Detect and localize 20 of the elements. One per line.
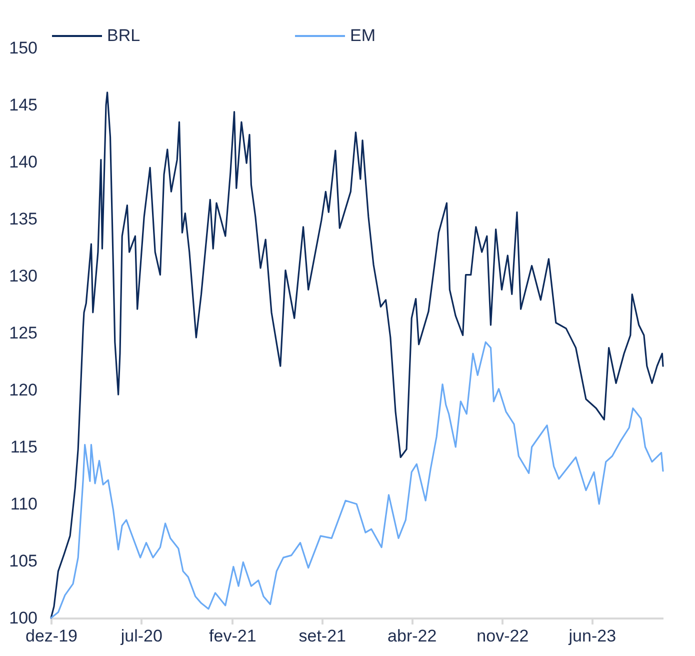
x-tick-label: dez-19 [26,626,78,646]
legend-label: BRL [107,26,140,45]
y-tick-label: 100 [9,608,38,628]
x-tick-label: jun-23 [568,626,616,646]
x-tick-label: fev-21 [209,626,256,646]
y-tick-label: 130 [9,266,38,286]
y-tick-label: 125 [9,324,38,342]
x-tick-label: jul-20 [120,626,162,646]
y-tick-label: 145 [9,96,38,114]
y-tick-label: 135 [9,210,38,228]
y-tick-label: 115 [10,438,38,456]
x-tick-label: set-21 [298,626,346,646]
y-tick-label: 110 [10,494,38,514]
x-tick-label: abr-22 [388,626,437,646]
x-tick-label: nov-22 [476,626,529,646]
legend-label: EM [350,26,376,45]
y-tick-label: 140 [9,152,38,172]
y-tick-label: 150 [9,38,38,58]
y-tick-label: 105 [9,552,38,570]
y-tick-label: 120 [9,380,38,400]
